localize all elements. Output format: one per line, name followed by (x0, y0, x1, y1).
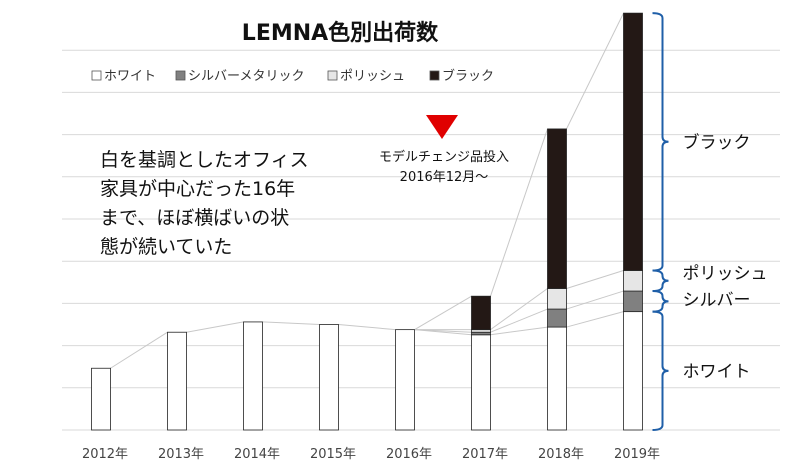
series-braces: ホワイト シルバー ポリッシュ ブラック (652, 12, 768, 431)
x-tick-2018年: 2018年 (538, 447, 584, 462)
connector-line (566, 12, 624, 130)
bars (91, 12, 643, 431)
note-line: 家具が中心だった16年 (100, 178, 295, 200)
event-annotation: モデルチェンジ品投入 2016年12月～ (379, 149, 509, 185)
connector-line (414, 295, 472, 331)
bar-ホワイト-2014年 (243, 321, 263, 431)
bar-ホワイト-2016年 (395, 329, 415, 431)
brace-label-ポリッシュ: ポリッシュ (683, 264, 768, 284)
legend-label-ポリッシュ: ポリッシュ (340, 69, 405, 84)
legend-label-ブラック: ブラック (442, 68, 494, 84)
bar-ホワイト-2018年 (547, 326, 567, 431)
legend-label-シルバーメタリック: シルバーメタリック (188, 69, 304, 84)
bar-ホワイト-2013年 (167, 331, 187, 431)
bar-ホワイト-2017年 (471, 334, 491, 431)
note-line: まで、ほぼ横ばいの状 (100, 207, 289, 229)
legend-swatch-ポリッシュ (327, 70, 338, 81)
connector-line (262, 321, 320, 325)
brace-label-ホワイト: ホワイト (683, 362, 751, 382)
connector-line (490, 288, 548, 331)
legend-swatch-ブラック (429, 70, 440, 81)
connector-line (338, 324, 396, 331)
brace-ポリッシュ (652, 269, 669, 293)
chart-title: LEMNA色別出荷数 (242, 20, 439, 46)
event-marker-triangle (426, 115, 458, 139)
connector-line (186, 321, 244, 333)
x-tick-2012年: 2012年 (82, 447, 128, 462)
bar-シルバーメタリック-2019年 (623, 290, 643, 313)
brace-ホワイト (652, 310, 669, 431)
legend-swatch-シルバーメタリック (175, 70, 186, 81)
bar-シルバーメタリック-2018年 (547, 308, 567, 328)
event-line: モデルチェンジ品投入 (379, 149, 509, 165)
connector-lines (110, 12, 624, 369)
note-line: 態が続いていた (100, 236, 232, 258)
connector-line (566, 290, 624, 310)
event-line: 2016年12月～ (400, 170, 489, 185)
legend-swatch-ホワイト (91, 70, 102, 81)
brace-label-シルバー: シルバー (683, 290, 751, 310)
x-tick-2013年: 2013年 (158, 447, 204, 462)
connector-line (490, 128, 548, 297)
x-tick-2019年: 2019年 (614, 447, 660, 462)
x-tick-2014年: 2014年 (234, 447, 280, 462)
x-tick-2016年: 2016年 (386, 447, 432, 462)
bar-ホワイト-2012年 (91, 367, 111, 431)
bar-ポリッシュ-2018年 (547, 288, 567, 310)
x-axis-tick-labels: 2012年 2013年 2014年 2015年 2016年 2017年 2018年 2019年 (82, 447, 660, 462)
bar-ブラック-2019年 (623, 12, 643, 271)
legend-label-ホワイト: ホワイト (104, 69, 156, 84)
connector-line (566, 269, 624, 289)
bar-ブラック-2018年 (547, 128, 567, 289)
x-tick-2015年: 2015年 (310, 447, 356, 462)
bar-ブラック-2017年 (471, 295, 491, 331)
connector-line (490, 326, 548, 336)
connector-line (490, 308, 548, 333)
bar-ポリッシュ-2019年 (623, 270, 643, 292)
connector-line (110, 331, 168, 369)
legend: ホワイト シルバーメタリック ポリッシュ ブラック (91, 68, 494, 84)
bar-ホワイト-2015年 (319, 324, 339, 431)
x-tick-2017年: 2017年 (462, 447, 508, 462)
brace-ブラック (652, 12, 669, 272)
bar-ホワイト-2019年 (623, 311, 643, 431)
brace-label-ブラック: ブラック (683, 132, 751, 153)
brace-シルバーメタリック (652, 290, 669, 313)
connector-line (566, 311, 624, 328)
note-line: 白を基調としたオフィス (100, 149, 309, 171)
